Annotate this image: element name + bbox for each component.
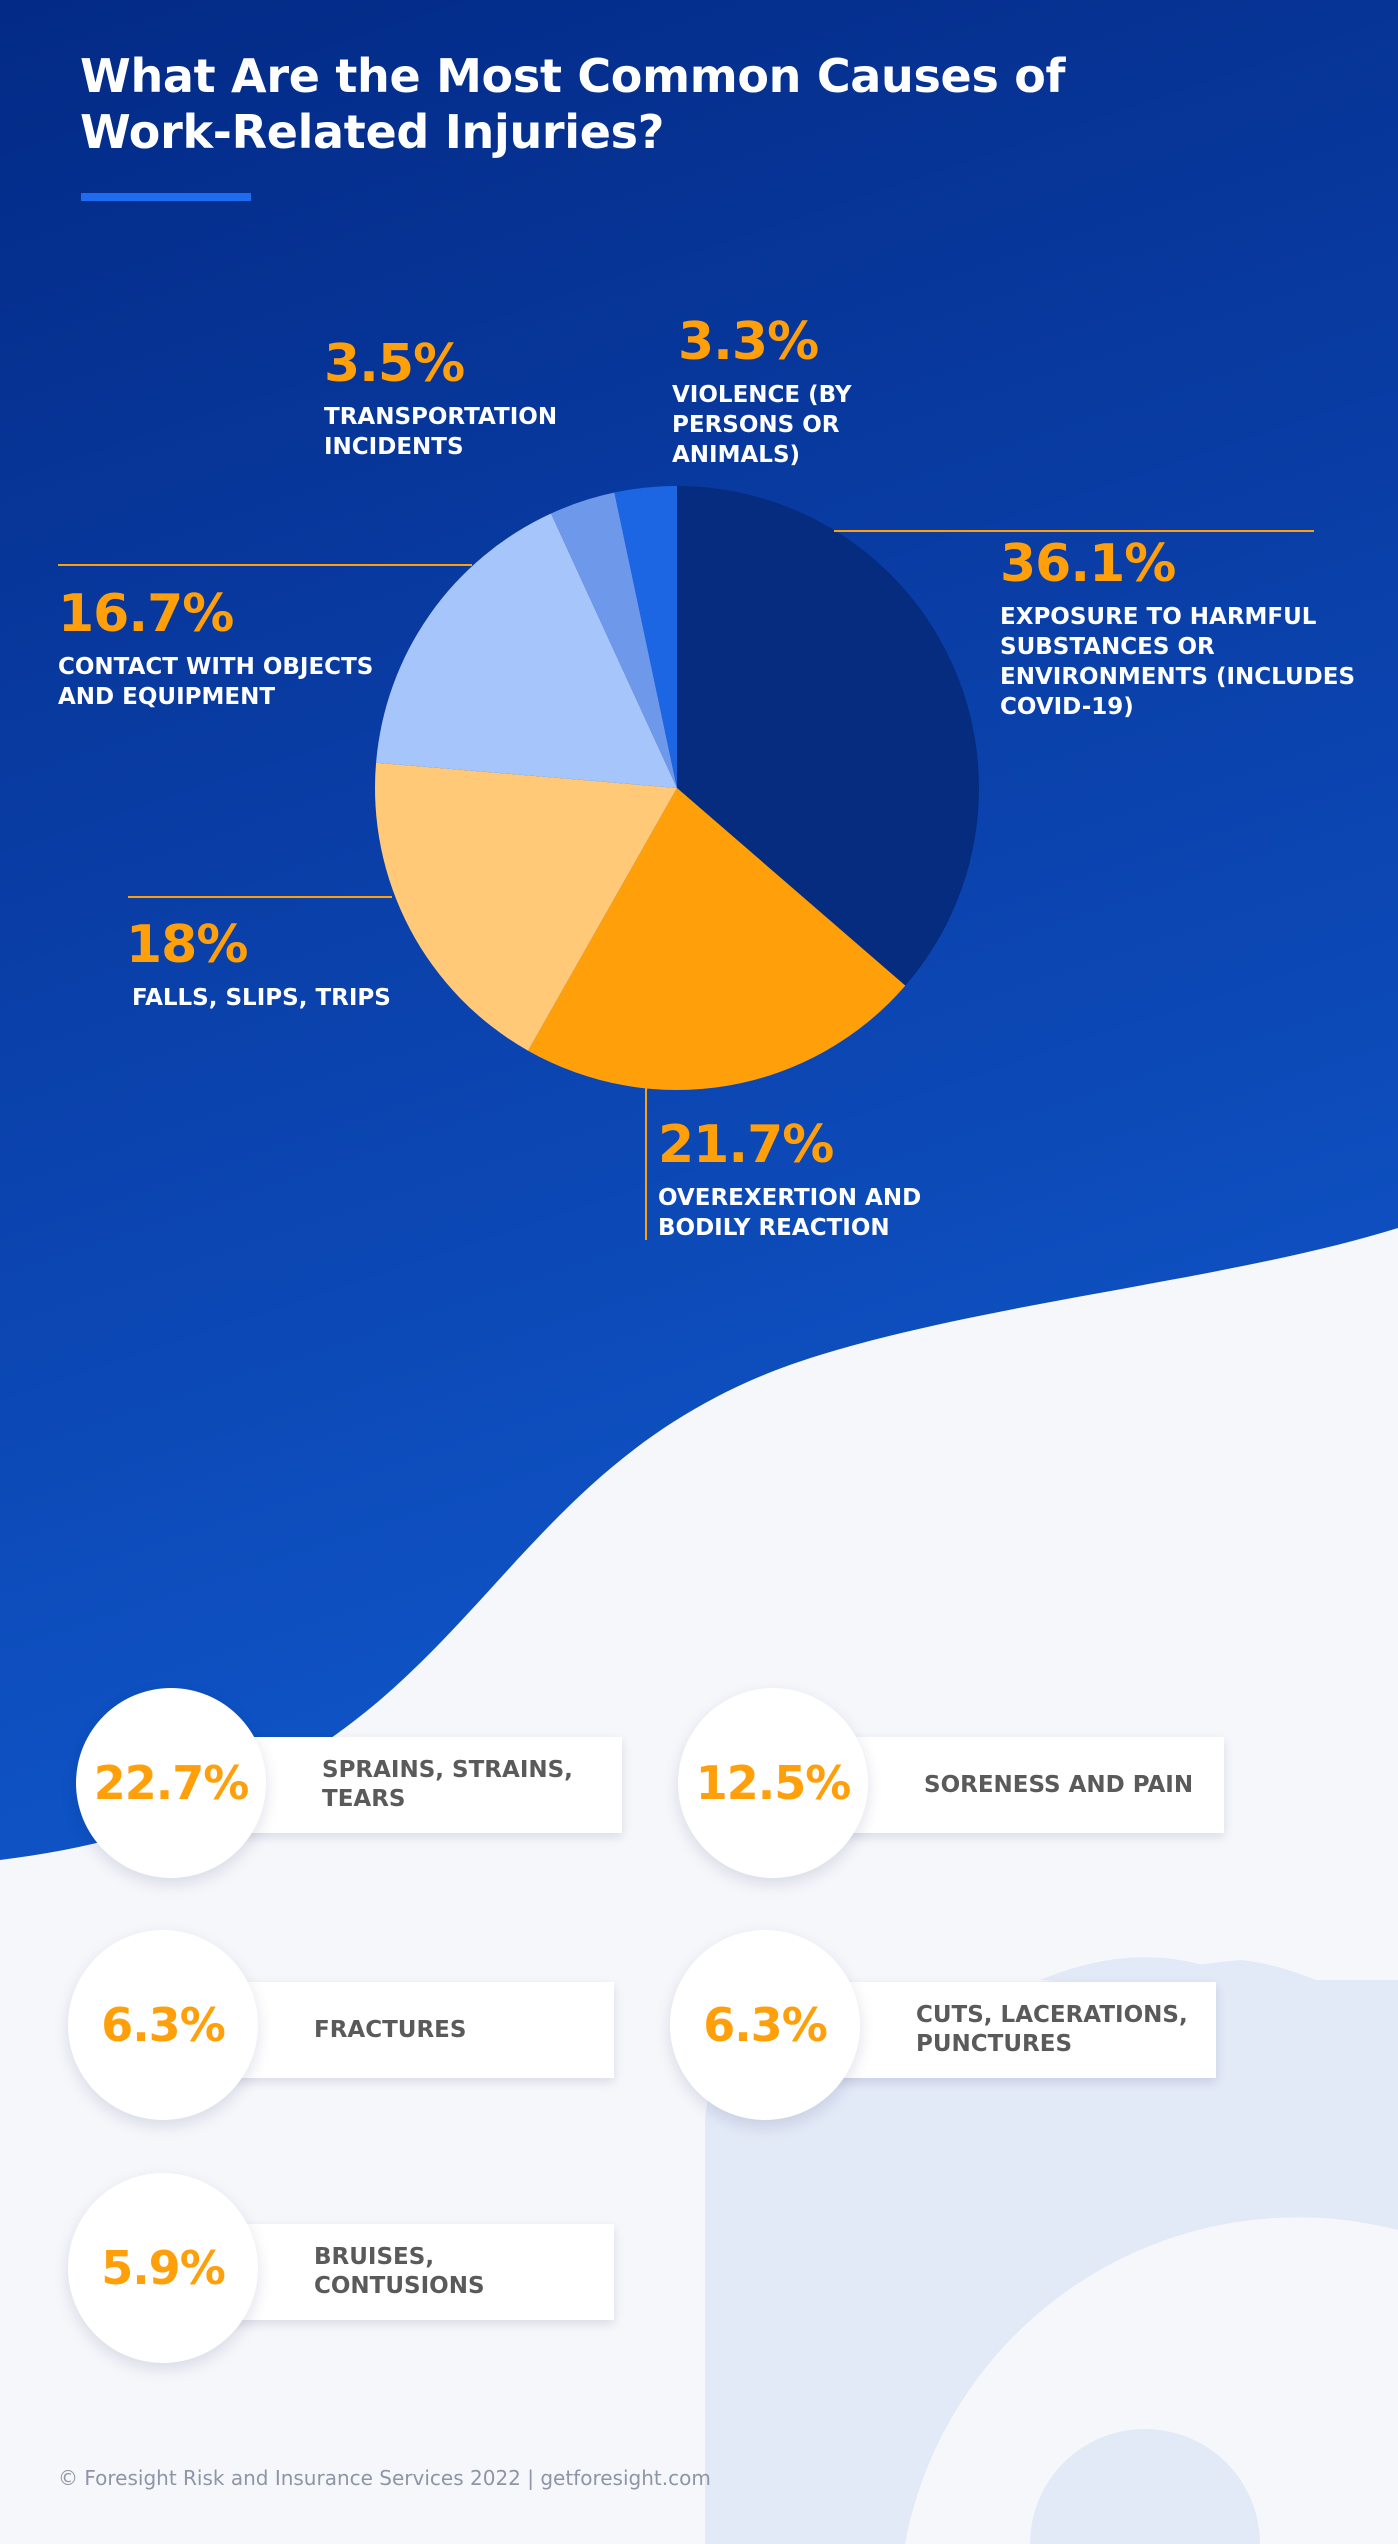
slice-label-transportation: 3.5% TRANSPORTATION INCIDENTS (324, 334, 564, 462)
pie-slice-1 (528, 788, 906, 1090)
pie-slices (375, 486, 979, 1090)
stat-card-soreness: SORENESS AND PAIN (834, 1737, 1224, 1833)
stat-label: SPRAINS, STRAINS, TEARS (322, 1757, 573, 1812)
pie-chart (58, 486, 1314, 1240)
slice-value: 3.5% (324, 334, 465, 394)
stat-value-sprains: 22.7% (76, 1688, 266, 1878)
stat-card-cuts: CUTS, LACERATIONS, PUNCTURES (826, 1982, 1216, 2078)
leader-lines (58, 530, 1314, 1240)
stat-card-bruises: BRUISES, CONTUSIONS (224, 2224, 614, 2320)
slice-caption: TRANSPORTATION INCIDENTS (324, 404, 558, 460)
slice-caption: VIOLENCE (BY PERSONS OR ANIMALS) (672, 382, 852, 468)
stat-label: FRACTURES (314, 2016, 467, 2043)
slice-value: 3.3% (678, 312, 819, 372)
stat-value-cuts: 6.3% (670, 1930, 860, 2120)
decorative-shape-top (1040, 1957, 1398, 2070)
slice-label-exposure: 36.1% EXPOSURE TO HARMFUL SUBSTANCES OR … (1000, 534, 1370, 722)
stat-label: SORENESS AND PAIN (924, 1771, 1194, 1798)
footer-credit: © Foresight Risk and Insurance Services … (58, 2466, 711, 2490)
pie-slice-5 (614, 486, 677, 788)
title-underline (81, 193, 251, 201)
slice-caption: EXPOSURE TO HARMFUL SUBSTANCES OR ENVIRO… (1000, 604, 1356, 720)
pie-slice-0 (677, 486, 979, 986)
stat-value-bruises: 5.9% (68, 2173, 258, 2363)
stat-value-fractures: 6.3% (68, 1930, 258, 2120)
slice-value: 21.7% (658, 1115, 834, 1175)
pie-slice-2 (375, 762, 677, 1051)
slice-value: 18% (126, 915, 248, 975)
slice-value: 16.7% (58, 584, 234, 644)
stat-card-fractures: FRACTURES (224, 1982, 614, 2078)
slice-caption: FALLS, SLIPS, TRIPS (132, 985, 391, 1011)
slice-label-violence: 3.3% VIOLENCE (BY PERSONS OR ANIMALS) (672, 312, 972, 470)
stat-card-sprains: SPRAINS, STRAINS, TEARS (232, 1737, 622, 1833)
slice-label-falls: 18% FALLS, SLIPS, TRIPS (126, 915, 452, 1013)
slice-label-overexertion: 21.7% OVEREXERTION AND BODILY REACTION (658, 1115, 948, 1243)
stat-label: BRUISES, CONTUSIONS (314, 2244, 485, 2299)
pie-slice-4 (551, 492, 677, 788)
slice-value: 36.1% (1000, 534, 1176, 594)
slice-caption: OVEREXERTION AND BODILY REACTION (658, 1185, 922, 1241)
pie-slice-3 (376, 513, 677, 788)
page-title: What Are the Most Common Causes of Work-… (80, 49, 1066, 159)
stat-value-soreness: 12.5% (678, 1688, 868, 1878)
decorative-ring (905, 2217, 1398, 2544)
slice-caption: CONTACT WITH OBJECTS AND EQUIPMENT (58, 654, 374, 710)
stat-label: CUTS, LACERATIONS, PUNCTURES (916, 2002, 1188, 2057)
slice-label-contact: 16.7% CONTACT WITH OBJECTS AND EQUIPMENT (58, 584, 378, 712)
